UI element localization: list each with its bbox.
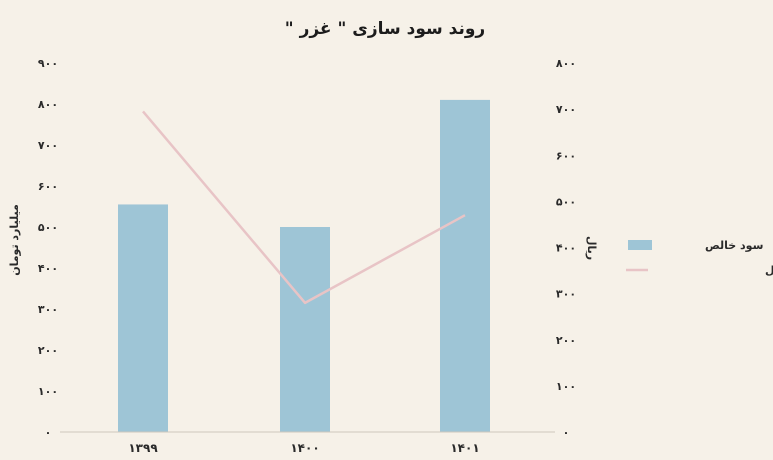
- y-left-tick-label: ۷۰۰: [38, 139, 58, 152]
- y-left-tick-label: ۵۰۰: [38, 221, 58, 234]
- legend-line-label: سود خالص هر سهم به ریال: [765, 264, 773, 277]
- legend-bar-label: سود خالص: [705, 239, 763, 252]
- bar: [440, 99, 490, 433]
- y-left-tick-label: ۱۰۰: [38, 385, 58, 398]
- legend-bar-swatch: [628, 240, 652, 250]
- legend: سود خالص سود خالص هر سهم به ریال: [626, 239, 773, 277]
- y-right-tick-label: ۲۰۰: [556, 334, 576, 347]
- y-left-tick-label: ۰: [45, 426, 52, 439]
- y-axis-right-ticks: ۰ ۱۰۰ ۲۰۰ ۳۰۰ ۴۰۰ ۵۰۰ ۶۰۰ ۷۰۰ ۸۰۰: [556, 57, 576, 439]
- y-right-tick-label: ۸۰۰: [556, 57, 576, 70]
- bar: [118, 204, 168, 432]
- chart-title: روند سود سازی " غزر ": [285, 19, 485, 39]
- y-right-tick-label: ۶۰۰: [556, 149, 576, 162]
- y-right-tick-label: ۴۰۰: [556, 242, 576, 255]
- x-category-label: ۱۴۰۱: [450, 441, 479, 455]
- y-left-tick-label: ۴۰۰: [38, 262, 58, 275]
- y-left-tick-label: ۸۰۰: [38, 98, 58, 111]
- x-axis-categories: ۱۳۹۹ ۱۴۰۰ ۱۴۰۱: [128, 441, 479, 455]
- line-series: [142, 110, 466, 305]
- bar-series: [118, 99, 490, 433]
- y-right-tick-label: ۱۰۰: [556, 380, 576, 393]
- y-left-tick-label: ۶۰۰: [38, 180, 58, 193]
- y-right-tick-label: ۳۰۰: [556, 288, 576, 301]
- y-axis-left-label: میلیارد تومان: [8, 204, 21, 276]
- y-right-tick-label: ۰: [563, 426, 570, 439]
- y-axis-right-label: ریال: [585, 236, 598, 260]
- y-left-tick-label: ۹۰۰: [38, 57, 58, 70]
- y-axis-left-ticks: ۰ ۱۰۰ ۲۰۰ ۳۰۰ ۴۰۰ ۵۰۰ ۶۰۰ ۷۰۰ ۸۰۰ ۹۰۰: [38, 57, 58, 439]
- bar: [280, 227, 330, 432]
- y-right-tick-label: ۷۰۰: [556, 103, 576, 116]
- x-category-label: ۱۳۹۹: [128, 441, 158, 455]
- y-left-tick-label: ۲۰۰: [38, 344, 58, 357]
- y-left-tick-label: ۳۰۰: [38, 303, 58, 316]
- series-line: [142, 110, 466, 305]
- x-category-label: ۱۴۰۰: [290, 441, 319, 455]
- y-right-tick-label: ۵۰۰: [556, 195, 576, 208]
